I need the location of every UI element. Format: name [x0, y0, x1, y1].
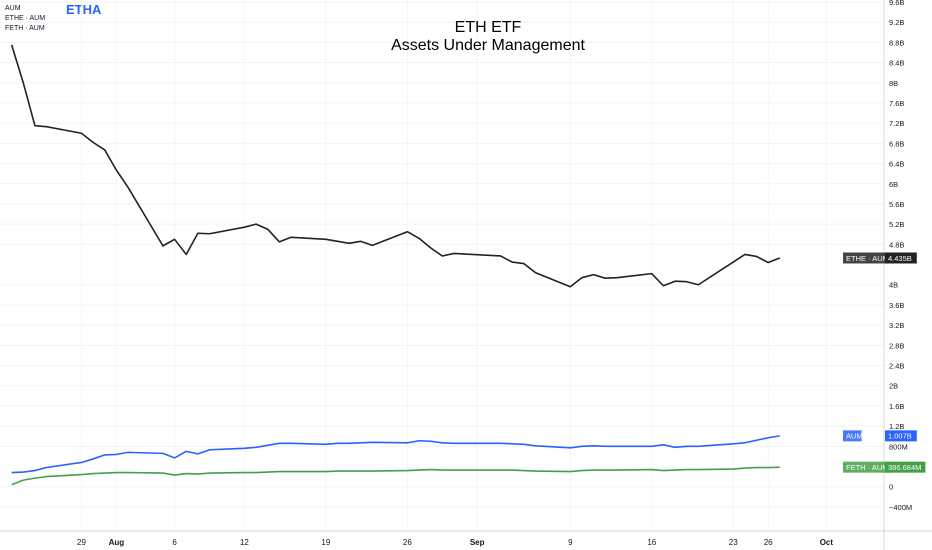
series-line-1[interactable] — [11, 435, 780, 474]
series-badge-2: FETH · AUM 386.684M — [843, 461, 926, 473]
series-badge-value-bg — [885, 252, 917, 264]
series-badge-name: FETH · AUM — [846, 463, 889, 472]
legend-item-feth[interactable]: FETH · AUM — [5, 25, 45, 32]
x-tick-label: 6 — [172, 538, 177, 547]
y-tick-label: 2.4B — [889, 362, 904, 371]
x-tick-label: Oct — [820, 538, 834, 547]
y-tick-label: 9.6B — [889, 0, 904, 7]
y-tick-label: 4B — [889, 281, 898, 290]
x-axis-ticks: 29 Aug 6 12 19 26 Sep 9 16 23 26 Oct — [77, 538, 833, 547]
y-tick-label: 6.8B — [889, 139, 904, 148]
legend-item-aum[interactable]: AUM — [5, 5, 21, 12]
y-tick-label: 1.6B — [889, 402, 904, 411]
y-tick-label: 8B — [889, 79, 898, 88]
y-tick-label: 8.4B — [889, 59, 904, 68]
x-tick-label: 26 — [403, 538, 412, 547]
legend-item-ethe[interactable]: ETHE · AUM — [5, 15, 46, 22]
ticker-symbol[interactable]: ETHA — [66, 2, 102, 17]
series-line-0[interactable] — [10, 44, 781, 288]
y-tick-label: 8.8B — [889, 38, 904, 47]
y-tick-label: 2B — [889, 382, 898, 391]
series-badge-value-bg — [885, 461, 926, 473]
y-tick-label: 6B — [889, 180, 898, 189]
y-tick-label: 2.8B — [889, 341, 904, 350]
series-badge-value: 1.007B — [888, 432, 912, 441]
y-tick-label: 0 — [889, 483, 893, 492]
chart-title-line-1: ETH ETF — [455, 19, 522, 36]
grid — [0, 0, 884, 530]
x-tick-label: Aug — [109, 538, 125, 547]
series-line-2[interactable] — [11, 466, 780, 486]
chart-title-line-2: Assets Under Management — [391, 37, 585, 54]
x-tick-label: 19 — [321, 538, 330, 547]
series-badge-name-bg — [843, 461, 891, 473]
x-tick-label: Sep — [470, 538, 485, 547]
series-badge-value-bg — [885, 430, 917, 442]
series-badge-name: AUM — [846, 432, 863, 441]
y-tick-label: −400M — [889, 503, 912, 512]
x-tick-label: 9 — [568, 538, 573, 547]
series-badge-name-bg — [843, 252, 891, 264]
y-tick-label: 3.2B — [889, 321, 904, 330]
y-tick-label: 7.2B — [889, 119, 904, 128]
series-badge-value: 4.435B — [888, 254, 912, 263]
series-badge-name-bg — [843, 430, 862, 442]
series-badge-1: AUM 1.007B — [843, 430, 917, 442]
series-badges: ETHE · AUM 4.435B AUM 1.007B FETH · AUM 386.6… — [843, 252, 926, 473]
series-badge-0: ETHE · AUM 4.435B — [843, 252, 917, 264]
x-tick-label: 16 — [647, 538, 656, 547]
x-tick-label: 29 — [77, 538, 86, 547]
y-tick-label: 9.2B — [889, 18, 904, 27]
y-tick-label: 800M — [889, 442, 908, 451]
series-badge-value: 386.684M — [888, 463, 921, 472]
series-lines — [10, 44, 781, 486]
legend: AUM ETHE · AUM FETH · AUM — [5, 4, 45, 34]
y-tick-label: 4.8B — [889, 240, 904, 249]
series-badge-name: ETHE · AUM — [846, 254, 889, 263]
y-tick-label: 5.2B — [889, 220, 904, 229]
x-tick-label: 23 — [729, 538, 738, 547]
y-tick-label: 3.6B — [889, 301, 904, 310]
y-tick-label: 6.4B — [889, 160, 904, 169]
y-tick-label: 5.6B — [889, 200, 904, 209]
x-tick-label: 26 — [764, 538, 773, 547]
x-tick-label: 12 — [240, 538, 249, 547]
y-tick-label: 7.6B — [889, 99, 904, 108]
y-axis-ticks: 9.6B 9.2B 8.8B 8.4B 8B 7.6B 7.2B 6.8B 6.4B 6B 5.6B… — [889, 0, 912, 512]
y-tick-label: 1.2B — [889, 422, 904, 431]
